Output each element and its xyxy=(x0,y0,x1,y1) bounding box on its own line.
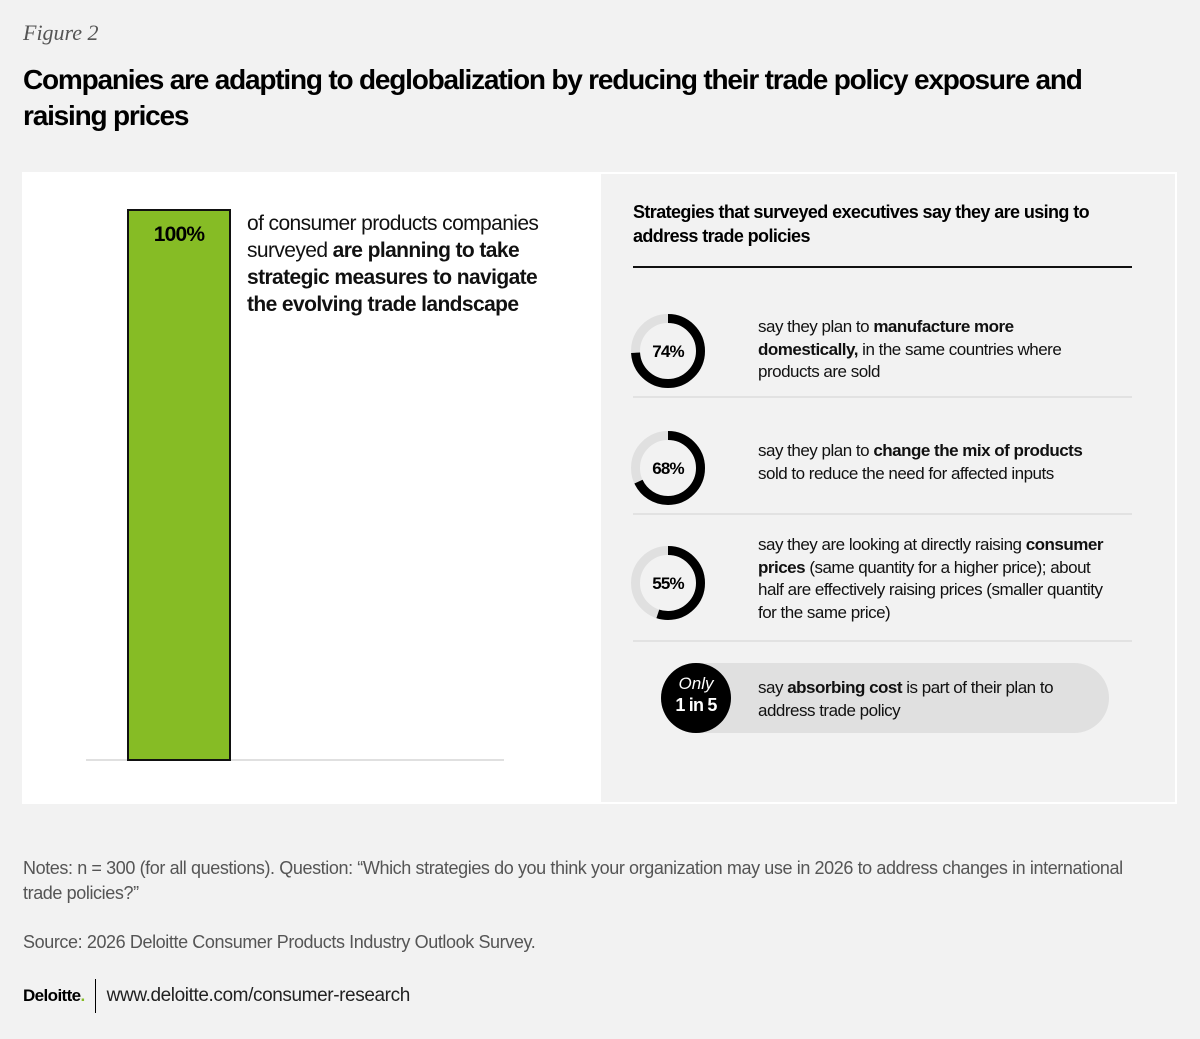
donut-label: 55% xyxy=(652,574,684,593)
donut-arc xyxy=(631,314,705,388)
figure-title: Companies are adapting to deglobalizatio… xyxy=(23,64,1083,131)
strategy-text-pre: say they are looking at directly raising xyxy=(758,535,1026,554)
strategy-text-post: (same quantity for a higher price); abou… xyxy=(758,557,1103,622)
source: Source: 2026 Deloitte Consumer Products … xyxy=(23,932,536,952)
callout-text-pre: say xyxy=(758,678,788,697)
title-rule xyxy=(633,266,1132,268)
strategy-text: say they are looking at directly raising… xyxy=(758,534,1103,624)
bar xyxy=(127,209,231,761)
strategies-title: Strategies that surveyed executives say … xyxy=(633,202,1090,246)
footer-divider xyxy=(94,979,96,1013)
strategy-text-bold: consumer prices xyxy=(758,535,1103,577)
donut-label: 68% xyxy=(652,459,684,478)
callout-text-post: is part of their plan to address trade p… xyxy=(758,678,1054,720)
donut-chart: 55% xyxy=(631,546,705,620)
bar-description-bold: are planning to take strategic measures … xyxy=(247,239,538,316)
donut-chart: 68% xyxy=(631,431,705,505)
row-divider xyxy=(633,396,1132,398)
donut-chart: 74% xyxy=(631,314,705,388)
callout-badge: Only 1 in 5 xyxy=(661,663,731,733)
callout-text-bold: absorbing cost xyxy=(787,678,903,697)
strategy-text-pre: say they plan to xyxy=(758,441,874,460)
logo-dot: . xyxy=(80,986,86,1005)
strategy-text-bold: change the mix of products xyxy=(873,441,1083,460)
notes: Notes: n = 300 (for all questions). Ques… xyxy=(23,858,1123,903)
badge-line-2: 1 in 5 xyxy=(675,695,717,715)
infographic-card: 100% of consumer products companies surv… xyxy=(22,172,1177,804)
donut-arc xyxy=(631,546,705,620)
bar-description-plain: of consumer products companies surveyed xyxy=(247,212,539,262)
row-divider xyxy=(633,640,1132,642)
badge-line-1: Only xyxy=(678,674,714,693)
strategy-text-post: in the same countries where products are… xyxy=(758,339,1062,382)
donut-arc xyxy=(631,431,705,505)
footer-url-link[interactable]: www.deloitte.com/consumer-research xyxy=(106,985,411,1006)
deloitte-logo: Deloitte. xyxy=(23,986,85,1006)
callout-pill xyxy=(661,663,1109,733)
row-divider xyxy=(633,513,1132,515)
strategy-text-pre: say they plan to xyxy=(758,317,874,336)
strategy-text: say they plan to manufacture more domest… xyxy=(758,316,1103,384)
strategy-text-post: sold to reduce the need for affected inp… xyxy=(758,463,1054,483)
strategies-panel: Strategies that surveyed executives say … xyxy=(601,174,1175,802)
figure-label: Figure 2 xyxy=(23,20,99,45)
footer: Deloitte. www.deloitte.com/consumer-rese… xyxy=(23,978,410,1014)
bar-value-label: 100% xyxy=(154,223,206,246)
donut-label: 74% xyxy=(652,342,684,361)
strategy-text-bold: manufacture more domestically, xyxy=(758,317,1014,359)
bar-description: of consumer products companies surveyed … xyxy=(247,210,567,318)
callout-text: say absorbing cost is part of their plan… xyxy=(758,677,1103,722)
left-panel: 100% of consumer products companies surv… xyxy=(22,172,601,804)
bar-chart: 100% xyxy=(86,209,504,761)
logo-text: Deloitte xyxy=(23,986,81,1005)
strategy-text: say they plan to change the mix of produ… xyxy=(758,440,1103,485)
